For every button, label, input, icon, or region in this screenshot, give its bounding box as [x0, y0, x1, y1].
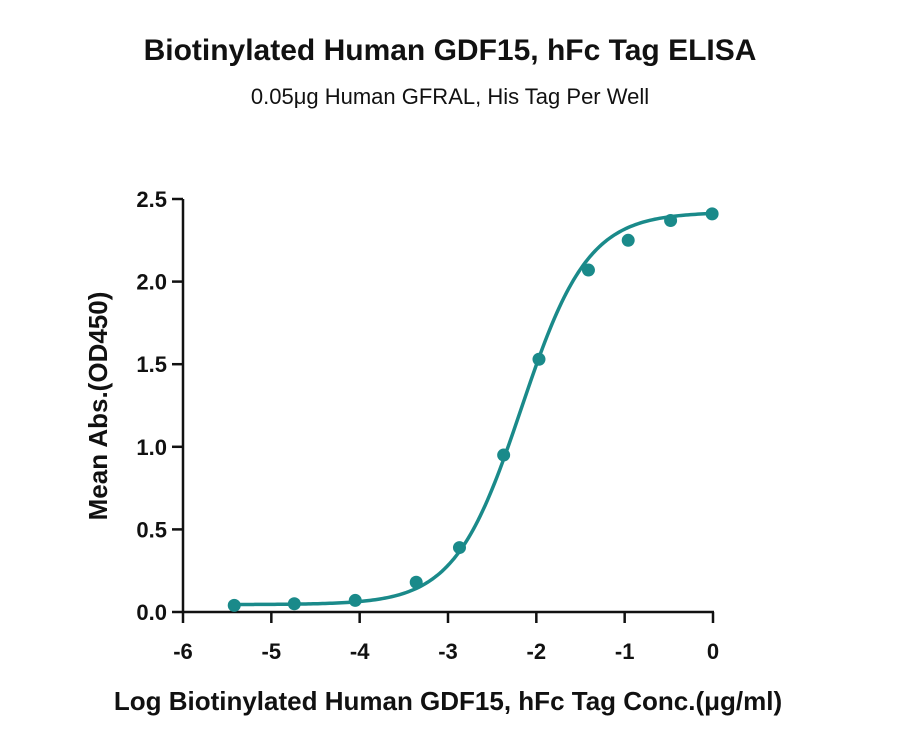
data-point	[452, 541, 466, 555]
x-tick-label: -1	[615, 639, 635, 664]
x-tick-label: -4	[350, 639, 370, 664]
x-tick-label: 0	[707, 639, 719, 664]
fit-curve	[234, 211, 713, 607]
data-point	[664, 213, 678, 227]
x-tick-label: -3	[438, 639, 458, 664]
y-tick-label: 2.0	[136, 270, 167, 295]
x-axis-label: Log Biotinylated Human GDF15, hFc Tag Co…	[114, 686, 782, 716]
y-tick-label: 0.5	[136, 517, 167, 542]
data-point	[621, 233, 635, 247]
y-tick-label: 2.5	[136, 187, 167, 212]
fit-curve-layer	[234, 211, 713, 607]
data-point	[705, 207, 719, 221]
data-point	[581, 263, 595, 277]
data-points-layer	[227, 207, 719, 612]
data-point	[348, 593, 362, 607]
data-point	[227, 598, 241, 612]
chart-subtitle: 0.05μg Human GFRAL, His Tag Per Well	[250, 84, 650, 109]
x-tick-label: -5	[262, 639, 282, 664]
y-tick-label: 1.0	[136, 435, 167, 460]
data-point	[409, 575, 423, 589]
x-tick-label: -2	[527, 639, 547, 664]
y-tick-label: 0.0	[136, 600, 167, 625]
x-tick-label: -6	[173, 639, 193, 664]
data-point	[287, 597, 301, 611]
data-point	[497, 448, 511, 462]
y-tick-label: 1.5	[136, 352, 167, 377]
data-point	[532, 352, 546, 366]
axes: 0.0 0.5 1.0 1.5 2.0 2.5 -6 -5 -4 -3 -2 -1 0	[136, 187, 719, 664]
chart-title: Biotinylated Human GDF15, hFc Tag ELISA	[143, 34, 757, 67]
y-axis-label: Mean Abs.(OD450)	[83, 292, 113, 521]
